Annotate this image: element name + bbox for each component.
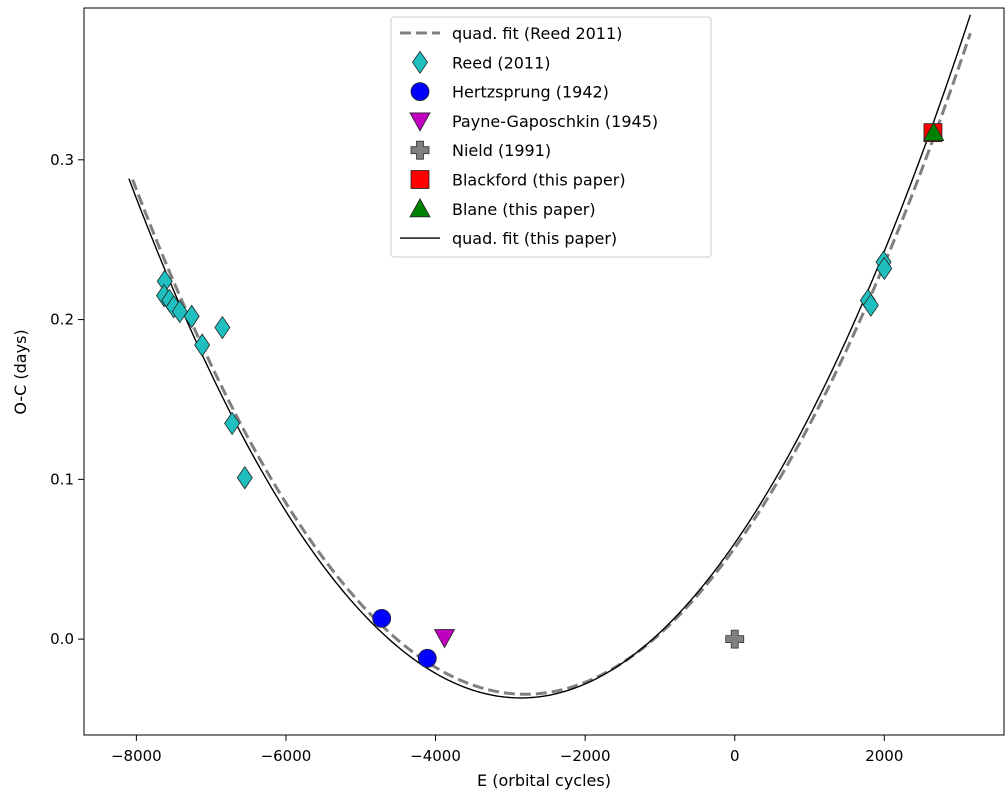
plot-frame — [83, 7, 1005, 736]
data-point-reed-2011-5 — [183, 304, 200, 329]
fit-curves — [128, 14, 972, 699]
legend-label-blackford-this-paper: Blackford (this paper) — [452, 171, 626, 190]
legend-swatch-reed-2011 — [412, 50, 428, 75]
x-tick-label: −2000 — [560, 747, 611, 765]
data-point-blane-this-paper-0 — [923, 121, 945, 142]
legend: quad. fit (Reed 2011) Reed (2011) Hertzspr… — [390, 16, 712, 258]
x-axis: −8000 −6000 −4000 −2000 0 2000 — [111, 735, 903, 765]
data-point-reed-2011-7 — [214, 315, 231, 340]
legend-box — [390, 16, 712, 258]
data-point-hertzsprung-1942-0 — [372, 608, 392, 628]
legend-swatch-blane-this-paper — [409, 197, 431, 218]
legend-label-hertzsprung-1942: Hertzsprung (1942) — [452, 83, 609, 102]
data-point-reed-2011-8 — [224, 411, 241, 436]
legend-swatch-hertzsprung-1942 — [410, 82, 430, 101]
x-tick-label: 0 — [730, 747, 740, 765]
data-point-payne-gaposchkin-1945-0 — [433, 629, 456, 649]
legend-label-reed-2011: Reed (2011) — [452, 53, 551, 72]
data-point-reed-2011-6 — [194, 333, 211, 357]
y-tick-label: 0.0 — [50, 630, 74, 648]
x-tick-label: 2000 — [865, 747, 903, 765]
legend-swatch-payne-gaposchkin-1945 — [409, 112, 431, 132]
fit-curve-this-paper — [128, 14, 972, 699]
legend-label-blane-this-paper: Blane (this paper) — [452, 200, 596, 219]
legend-label-nield-1991: Nield (1991) — [452, 141, 551, 160]
x-tick-label: −6000 — [261, 747, 312, 765]
legend-swatch-nield-1991 — [410, 140, 430, 160]
y-tick-label: 0.1 — [50, 470, 74, 488]
data-point-hertzsprung-1942-1 — [417, 648, 437, 668]
data-points — [156, 121, 945, 668]
data-point-nield-1991-0 — [725, 629, 745, 649]
data-point-reed-2011-11 — [862, 293, 879, 317]
x-tick-label: −8000 — [111, 747, 162, 765]
y-tick-label: 0.3 — [50, 151, 74, 169]
data-point-reed-2011-9 — [236, 466, 253, 490]
x-axis-label: E (orbital cycles) — [477, 771, 611, 790]
legend-label-quad-fit-this-paper: quad. fit (this paper) — [452, 229, 617, 248]
legend-label-quad-fit-reed-2011: quad. fit (Reed 2011) — [452, 24, 622, 43]
y-tick-label: 0.2 — [50, 311, 74, 329]
data-point-reed-2011-4 — [171, 299, 188, 324]
legend-label-payne-gaposchkin-1945: Payne-Gaposchkin (1945) — [452, 112, 658, 131]
y-axis: 0.0 0.1 0.2 0.3 — [50, 151, 84, 648]
data-point-reed-2011-13 — [876, 256, 893, 281]
y-axis-label: O-C (days) — [11, 329, 30, 414]
x-tick-label: −4000 — [410, 747, 461, 765]
legend-swatch-blackford-this-paper — [410, 170, 430, 189]
